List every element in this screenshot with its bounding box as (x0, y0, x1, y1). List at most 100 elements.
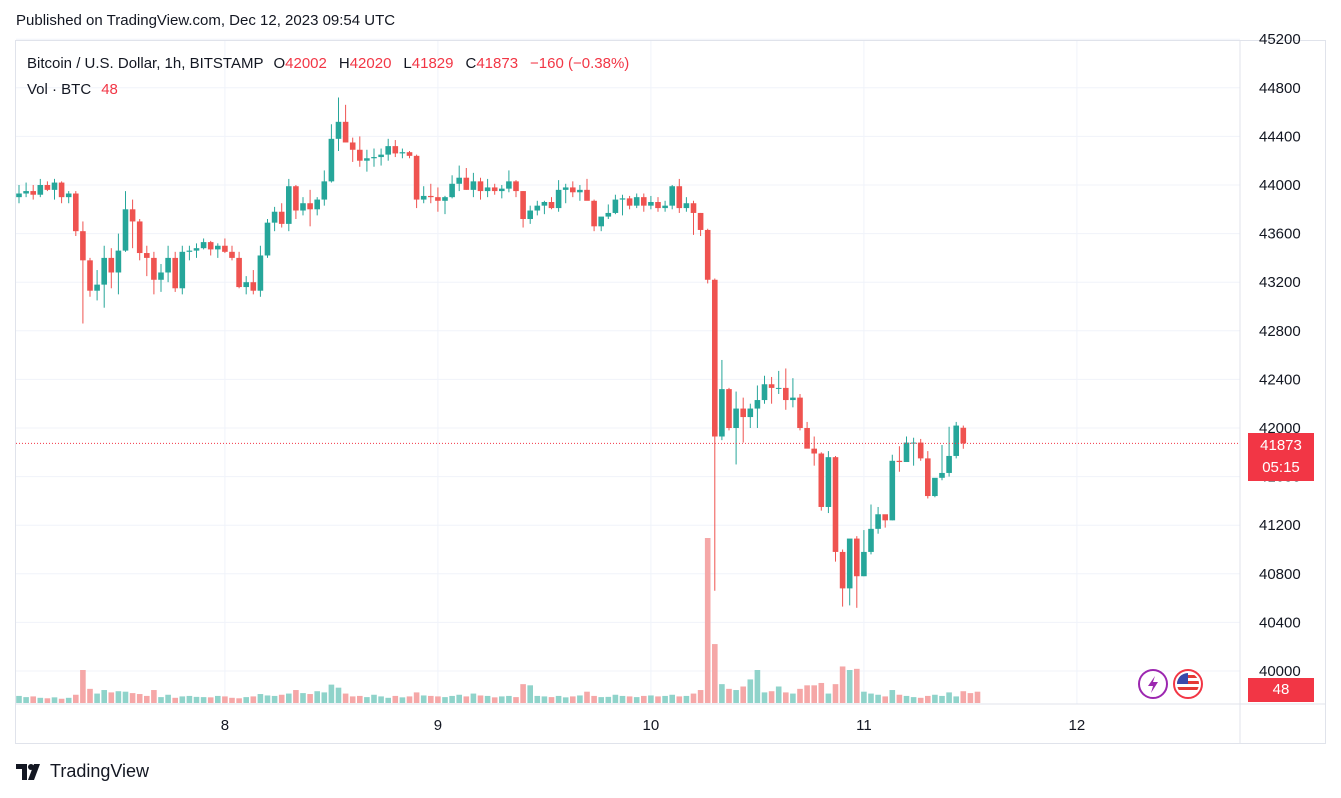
candle[interactable] (23, 182, 29, 198)
candle[interactable] (854, 536, 860, 608)
candle[interactable] (364, 149, 370, 172)
candle[interactable] (200, 238, 207, 250)
candle[interactable] (286, 178, 292, 232)
candle[interactable] (165, 245, 171, 283)
candle[interactable] (861, 530, 867, 577)
candle[interactable] (300, 197, 306, 216)
candle[interactable] (129, 199, 136, 249)
candle[interactable] (669, 185, 675, 210)
candle[interactable] (122, 191, 129, 252)
candle[interactable] (179, 245, 186, 295)
candle[interactable] (683, 197, 690, 212)
candle[interactable] (584, 178, 590, 201)
candle[interactable] (399, 148, 406, 159)
candle[interactable] (768, 376, 775, 404)
candle[interactable] (193, 243, 200, 258)
candle[interactable] (619, 194, 626, 216)
candle[interactable] (889, 454, 896, 521)
candle[interactable] (236, 251, 242, 289)
candle[interactable] (278, 203, 285, 228)
candle[interactable] (413, 154, 420, 209)
candle[interactable] (158, 263, 164, 292)
candle[interactable] (910, 437, 917, 466)
candle[interactable] (726, 387, 732, 431)
candle[interactable] (484, 178, 491, 198)
candle[interactable] (87, 257, 93, 297)
candle[interactable] (740, 397, 746, 443)
candle[interactable] (108, 248, 115, 289)
footer-brand[interactable]: TradingView (16, 761, 149, 782)
candle[interactable] (371, 148, 377, 167)
candle[interactable] (761, 375, 768, 404)
candle[interactable] (328, 124, 335, 183)
candle[interactable] (385, 138, 391, 161)
candle[interactable] (207, 240, 214, 256)
candle[interactable] (605, 204, 612, 220)
candle[interactable] (712, 278, 718, 591)
candle[interactable] (392, 140, 399, 158)
candle[interactable] (65, 191, 72, 204)
candle[interactable] (80, 221, 86, 324)
candle[interactable] (775, 370, 782, 394)
candle[interactable] (172, 251, 178, 292)
candle[interactable] (541, 200, 548, 215)
candle[interactable] (697, 212, 704, 237)
candle[interactable] (44, 181, 51, 192)
candle[interactable] (506, 170, 512, 193)
candle[interactable] (520, 191, 526, 228)
candle[interactable] (648, 195, 654, 210)
candle[interactable] (570, 181, 576, 198)
candle[interactable] (882, 514, 888, 528)
candle[interactable] (186, 245, 193, 261)
candle[interactable] (307, 189, 313, 227)
candle[interactable] (811, 436, 817, 466)
candle[interactable] (932, 477, 938, 498)
candle[interactable] (797, 393, 803, 431)
candle[interactable] (513, 180, 519, 198)
candle[interactable] (626, 195, 633, 210)
candle[interactable] (790, 378, 796, 408)
candle[interactable] (73, 191, 79, 237)
candle[interactable] (101, 245, 107, 308)
candle[interactable] (16, 185, 22, 204)
candle[interactable] (456, 165, 462, 192)
candle[interactable] (875, 506, 881, 534)
candle[interactable] (491, 183, 498, 195)
candle[interactable] (562, 183, 569, 204)
candle[interactable] (477, 177, 484, 200)
candle[interactable] (960, 425, 967, 449)
candle[interactable] (58, 181, 65, 204)
candle[interactable] (783, 368, 789, 410)
candle[interactable] (747, 403, 754, 428)
us-flag-event-icon[interactable] (1173, 669, 1203, 699)
candle[interactable] (470, 172, 477, 198)
candle[interactable] (825, 451, 832, 514)
candle[interactable] (420, 186, 427, 204)
candle[interactable] (925, 451, 931, 499)
candle[interactable] (499, 185, 505, 199)
candle[interactable] (243, 276, 249, 295)
candle[interactable] (30, 185, 36, 200)
candle[interactable] (939, 445, 945, 481)
candle[interactable] (555, 180, 562, 212)
candle[interactable] (463, 167, 470, 190)
volume-label[interactable]: Vol · BTC (27, 81, 92, 98)
candle[interactable] (577, 185, 583, 201)
candle[interactable] (435, 187, 441, 212)
candle[interactable] (846, 538, 853, 606)
candle[interactable] (250, 270, 257, 295)
candle[interactable] (215, 243, 221, 258)
candle[interactable] (839, 549, 846, 607)
candle[interactable] (378, 148, 384, 166)
candle[interactable] (428, 183, 434, 204)
candle[interactable] (868, 504, 874, 555)
candle[interactable] (690, 200, 697, 235)
candle[interactable] (37, 178, 44, 198)
lightning-event-icon[interactable] (1138, 669, 1168, 699)
symbol-name[interactable]: Bitcoin / U.S. Dollar, 1h, BITSTAMP (27, 55, 264, 72)
candle[interactable] (676, 178, 683, 213)
candle[interactable] (442, 195, 448, 215)
candle[interactable] (527, 205, 533, 224)
candle[interactable] (94, 270, 100, 301)
candle[interactable] (349, 137, 356, 162)
